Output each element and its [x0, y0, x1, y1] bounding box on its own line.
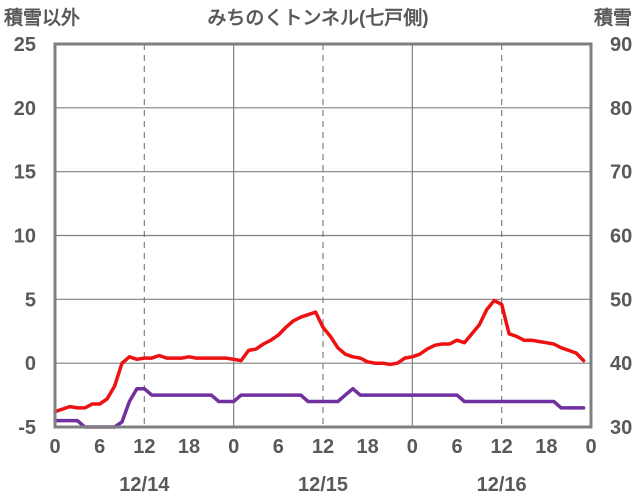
series-layer: [53, 298, 586, 429]
series-line-0: [53, 298, 586, 414]
x-tick-label: 18: [178, 436, 200, 458]
x-tick-label: 6: [273, 436, 284, 458]
left-tick-label: 5: [25, 289, 36, 311]
right-tick-label: 50: [610, 289, 632, 311]
series-line-1: [53, 386, 586, 429]
grid-layer: [55, 44, 591, 427]
date-labels: 12/14 12/15 12/16: [119, 474, 526, 496]
x-tick-label: 0: [585, 436, 596, 458]
right-tick-label: 90: [610, 34, 632, 56]
x-tick-label: 12: [133, 436, 155, 458]
right-tick-label: 70: [610, 162, 632, 184]
right-axis-label: 積雪: [594, 6, 632, 29]
x-tick-label: 12: [491, 436, 513, 458]
right-tick-label: 60: [610, 226, 632, 248]
left-axis-label: 積雪以外: [4, 6, 80, 29]
x-tick-label: 18: [535, 436, 557, 458]
left-tick-label: 0: [25, 353, 36, 375]
x-tick-label: 6: [94, 436, 105, 458]
x-tick-label: 0: [228, 436, 239, 458]
date-label: 12/14: [119, 474, 170, 496]
right-tick-label: 40: [610, 353, 632, 375]
left-tick-label: 25: [14, 34, 36, 56]
left-tick-label: 20: [14, 98, 36, 120]
date-label: 12/15: [298, 474, 348, 496]
x-tick-label: 6: [451, 436, 462, 458]
x-ticks: 0 6 12 18 0 6 12 18 0 6 12 18 0: [49, 436, 596, 458]
chart-title: みちのくトンネル(七戸側): [207, 7, 428, 29]
date-label: 12/16: [477, 474, 527, 496]
plot-frame: [53, 42, 593, 429]
x-tick-label: 0: [407, 436, 418, 458]
x-tick-label: 0: [49, 436, 60, 458]
left-y-ticks: 25 20 15 10 5 0 -5: [14, 34, 36, 439]
right-tick-label: 80: [610, 98, 632, 120]
left-tick-label: 10: [14, 226, 36, 248]
x-tick-label: 18: [357, 436, 379, 458]
left-tick-label: -5: [18, 417, 36, 439]
x-tick-label: 12: [312, 436, 334, 458]
right-y-ticks: 90 80 70 60 50 40 30: [610, 34, 632, 439]
left-tick-label: 15: [14, 162, 36, 184]
right-tick-label: 30: [610, 417, 632, 439]
